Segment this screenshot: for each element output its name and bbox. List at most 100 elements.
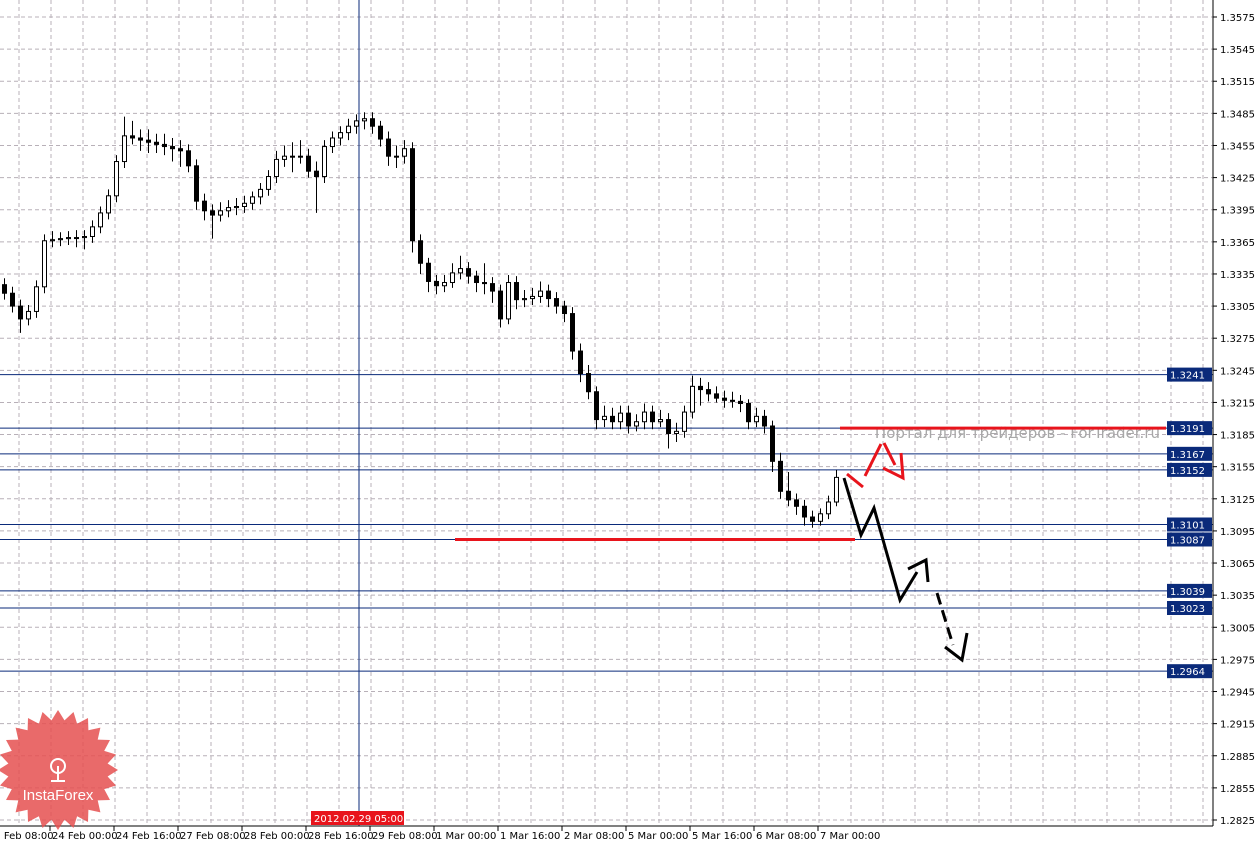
candle [834,469,839,507]
candle-body-bear [434,280,439,287]
level-label-bg [1167,583,1212,598]
candle-body-bull [634,421,639,427]
candle [394,145,399,168]
candle [90,220,95,243]
candle [466,262,471,284]
price-axis[interactable]: 1.3575 1.3545 1.3515 1.3485 1.3455 1.3425 1.33… [1213,13,1255,827]
price-tick-label: 1.3035 [1220,591,1255,602]
black-arrowhead-icon [944,632,969,663]
candle [754,407,759,428]
candle-body-bear [386,138,391,157]
candle [442,275,447,293]
time-tick-label: 1 Mar 00:00 [436,831,496,842]
candle [138,129,143,151]
candle [666,413,671,449]
candle-body-bear [202,200,207,212]
candle [66,231,71,246]
level-labels: 1.3241 1.3191 1.3167 1.3152 1.3101 1.3087 1.30… [1167,367,1212,679]
candle-body-bear [130,135,135,139]
candle-body-bear [714,393,719,399]
logo-tree-icon [50,758,66,782]
candle-body-bear [802,505,807,518]
candle [426,257,431,293]
candle [178,140,183,167]
level-label-bg [1167,421,1212,436]
candle-body-bull [26,310,31,320]
time-tick-label: 23 Feb 08:00 [0,831,54,842]
candle-body-bull [402,148,407,157]
candle-body-bull [122,135,127,163]
candle [530,287,535,306]
candle [82,230,87,250]
price-tick-label: 1.3455 [1220,141,1255,152]
candle-body-bull [818,513,823,522]
candle-body-bull [658,419,663,423]
candle-body-bull [290,155,295,158]
grid [0,0,1213,826]
level-label-bg [1167,664,1212,679]
level-label-bg [1167,446,1212,461]
price-tick-label: 1.3305 [1220,302,1255,313]
candle-body-bear [138,137,143,141]
candle [98,206,103,234]
candle-body-bear [18,305,23,320]
candle-body-bear [762,415,767,427]
level-label-bg [1167,462,1212,477]
candle-body-bull [82,235,87,239]
red-arrowhead-icon [882,452,905,481]
candle [498,284,503,328]
candle [218,202,223,222]
candle-body-bull [530,295,535,300]
candle [266,170,271,196]
candle-body-bear [810,516,815,522]
time-tick-label: 2 Mar 08:00 [564,831,624,842]
candle-body-bull [754,415,759,423]
level-label: 1.3101 [1170,520,1205,531]
candle-body-bear [770,425,775,462]
logo-text: InstaForex [23,787,94,804]
candle [314,161,319,213]
price-tick-label: 1.3545 [1220,45,1255,56]
candle-body-bear [786,490,791,501]
candle [26,305,31,326]
candle-body-bear [410,148,415,242]
candle-body-bull [50,239,55,242]
candle-body-bear [378,125,383,140]
candle [786,472,791,507]
time-tick-label: 29 Feb 08:00 [372,831,438,842]
candle [386,131,391,166]
candle [346,118,351,141]
candle-body-bull [690,385,695,413]
candle [162,133,167,156]
candle-body-bear [514,282,519,301]
candle [642,403,647,430]
candle-body-bear [314,170,319,178]
candle-body-bull [354,120,359,127]
candle [722,390,727,408]
candle-body-bull [266,176,271,190]
candle-body-bull [106,195,111,214]
candle-body-bear [10,292,15,307]
candle-body-bull [98,212,103,228]
candle-body-bull [330,137,335,148]
candle [810,510,815,528]
candle-body-bull [34,286,39,312]
candle [210,204,215,239]
candle [10,286,15,313]
candle [106,189,111,220]
time-tick-label: 6 Mar 08:00 [756,831,816,842]
candle-body-bull [826,501,831,515]
candle [818,508,823,526]
candle-body-bear [146,139,151,143]
candle [594,386,599,430]
level-label-bg [1167,601,1212,616]
candle-body-bear [586,373,591,393]
candle [258,182,263,205]
candle-body-bear [170,146,175,150]
candle-body-bear [594,391,599,421]
candle-body-bear [578,350,583,375]
black-forecast-arrows [842,477,969,663]
candle [450,263,455,288]
